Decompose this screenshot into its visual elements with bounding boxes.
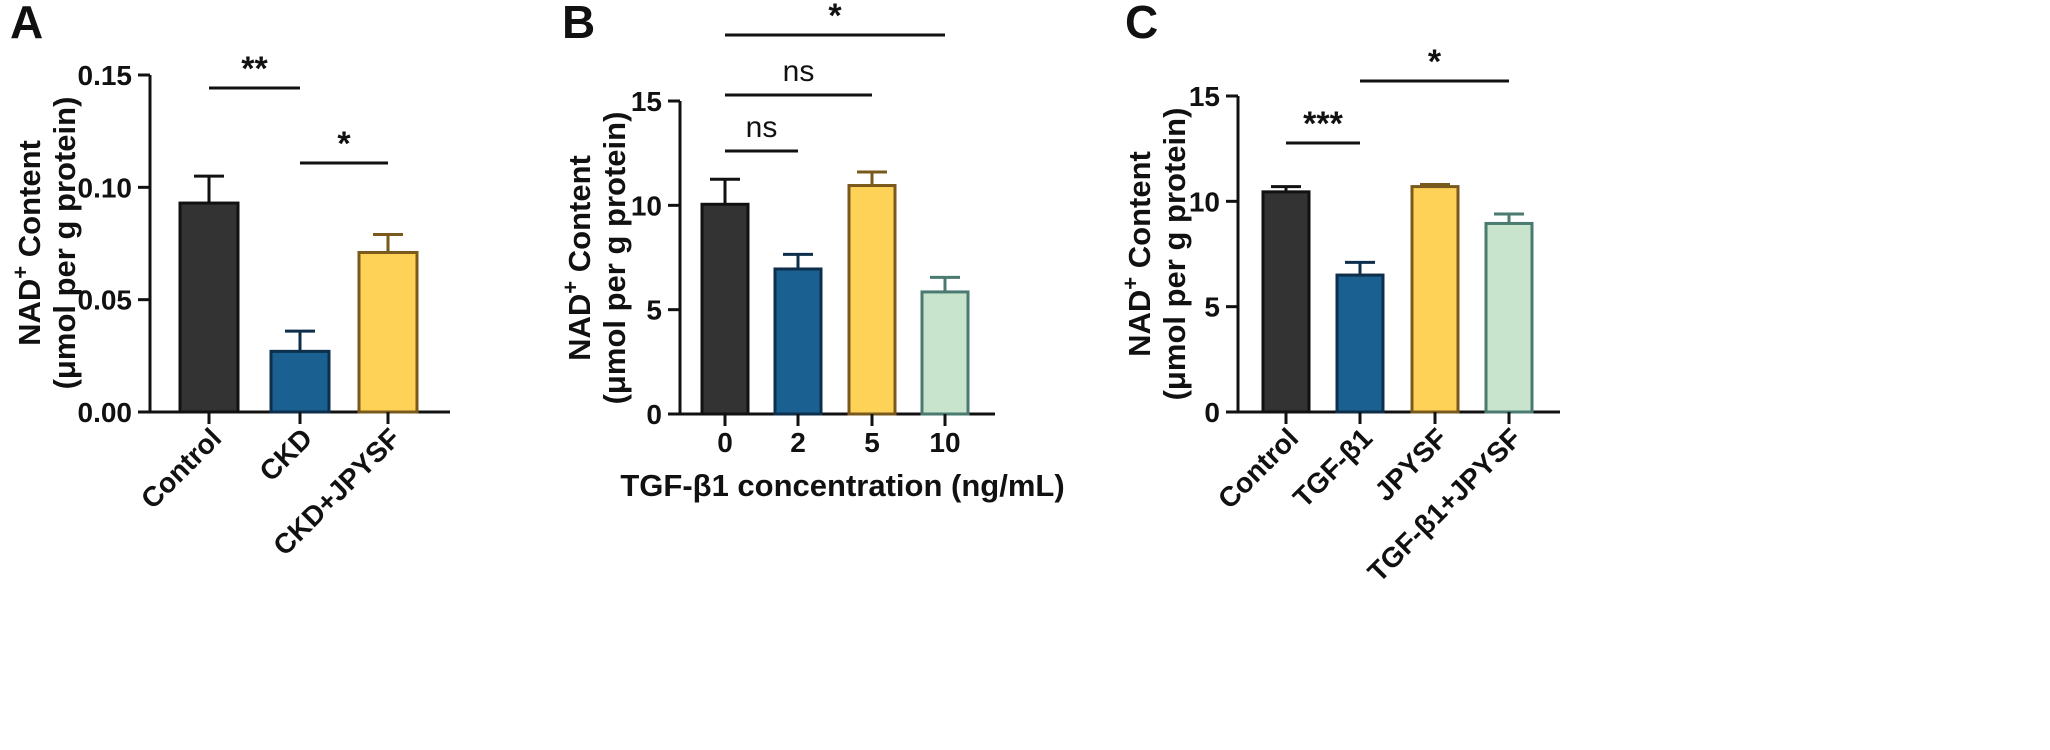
bar: [773, 267, 823, 416]
y-tick-label: 0: [646, 399, 662, 430]
bar: [1335, 273, 1385, 414]
panel-letter: A: [10, 0, 43, 48]
y-title-nad: NAD: [1122, 290, 1157, 357]
y-axis-title: NAD+ Content: [8, 140, 47, 346]
y-axis-title-units: (μmol per g protein): [597, 112, 632, 405]
significance-label: ***: [1303, 105, 1343, 143]
y-tick-label: 0.05: [78, 285, 133, 316]
significance-label: **: [241, 50, 268, 88]
y-tick-label: 0.00: [78, 397, 133, 428]
y-title-sup: +: [1118, 277, 1143, 290]
x-tick-label: 0: [717, 427, 733, 458]
y-title-rest: Content: [562, 155, 597, 281]
significance-label: *: [337, 125, 351, 163]
y-tick-label: 10: [1189, 186, 1220, 217]
x-tick-label: 2: [790, 427, 806, 458]
bar: [847, 184, 897, 416]
x-tick-label: 5: [864, 427, 880, 458]
x-axis-title: TGF-β1 concentration (ng/mL): [620, 468, 1064, 503]
y-title-sup: +: [558, 281, 583, 294]
y-tick-label: 0.15: [78, 60, 133, 91]
y-tick-label: 5: [646, 295, 662, 326]
y-tick-label: 10: [631, 190, 662, 221]
x-tick-label: CKD: [253, 422, 318, 487]
x-tick-label: Control: [1212, 422, 1304, 514]
bar: [269, 349, 331, 414]
y-title-rest: Content: [1122, 151, 1157, 277]
bar: [1261, 190, 1311, 414]
y-tick-label: 15: [1189, 81, 1220, 112]
bar: [357, 250, 419, 414]
bar: [178, 201, 240, 414]
panel-b: B 0 5 10 15 NAD+ Content (μmol per g protein) 0…: [558, 0, 1065, 503]
x-tick-label: TGF-β1: [1287, 422, 1378, 513]
y-tick-label: 15: [631, 86, 662, 117]
panel-a: A 0.00 0.05 0.10 0.15 NAD+ Content (μmol per g…: [8, 0, 450, 561]
y-axis-title: NAD+ Content: [1118, 151, 1157, 357]
y-axis-title-units: (μmol per g protein): [47, 97, 82, 390]
y-title-sup: +: [8, 266, 33, 279]
y-tick-label: 0: [1204, 397, 1220, 428]
significance-label: *: [1428, 43, 1442, 81]
y-title-nad: NAD: [12, 279, 47, 346]
y-tick-label: 5: [1204, 292, 1220, 323]
x-tick-label: 10: [929, 427, 960, 458]
panel-letter: C: [1125, 0, 1158, 48]
significance-label: ns: [746, 111, 778, 144]
y-tick-label: 0.10: [78, 172, 133, 203]
bar: [1410, 185, 1460, 414]
bar: [700, 202, 750, 416]
significance-label: *: [828, 0, 842, 35]
significance-label: ns: [783, 55, 815, 88]
panel-letter: B: [562, 0, 595, 48]
y-axis-title: NAD+ Content: [558, 155, 597, 361]
y-title-nad: NAD: [562, 294, 597, 361]
y-title-rest: Content: [12, 140, 47, 266]
y-axis-title-units: (μmol per g protein): [1157, 108, 1192, 401]
bar: [920, 290, 970, 416]
bar: [1484, 221, 1534, 414]
x-tick-label: Control: [135, 422, 227, 514]
